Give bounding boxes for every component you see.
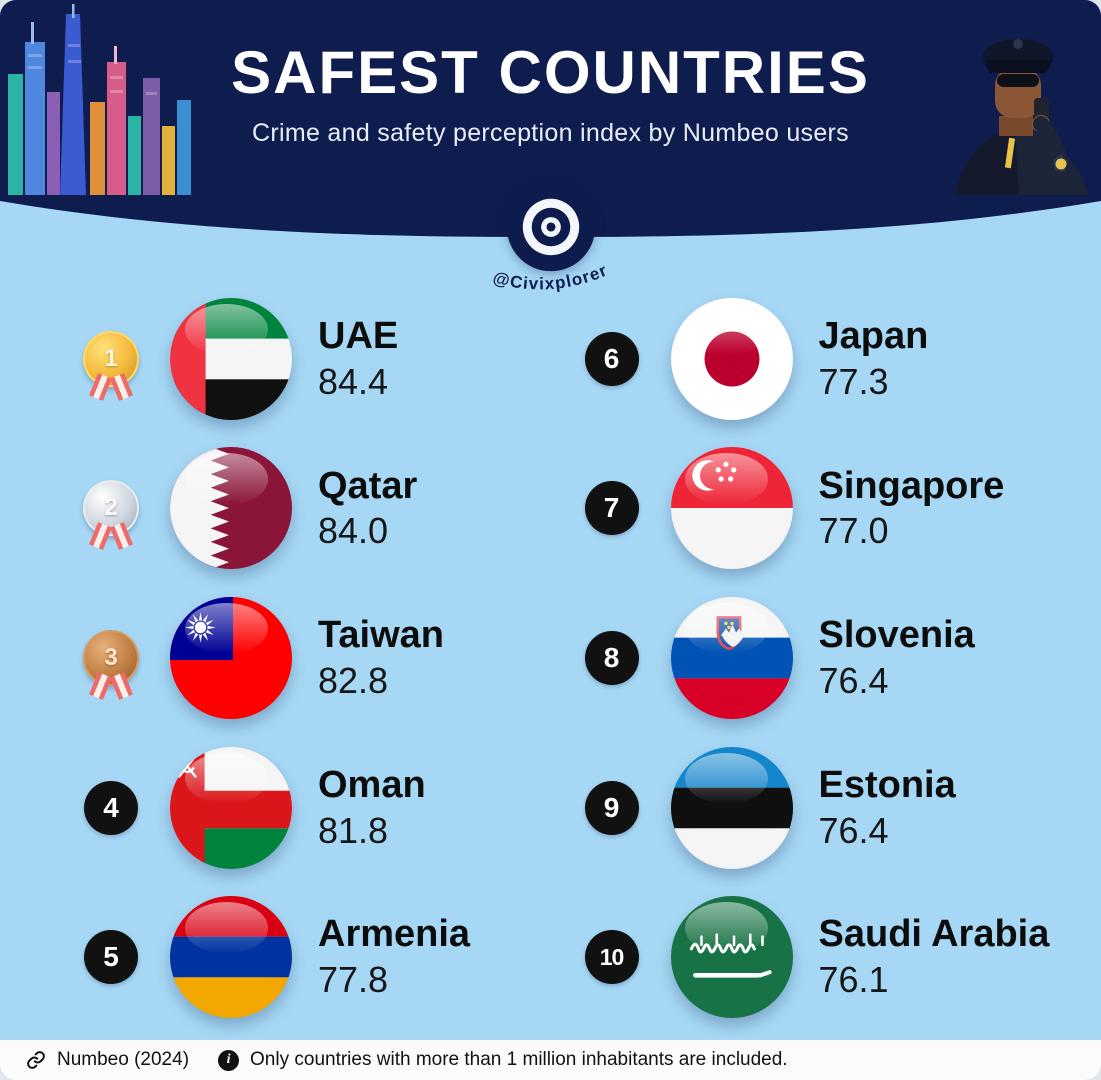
rank-badge-slot: 10 (579, 930, 645, 985)
rank-badge: 1 (83, 330, 139, 387)
header-curve (0, 195, 1101, 237)
country-name: Estonia (818, 763, 956, 806)
flag-singapore-icon (670, 447, 793, 570)
ranking-row: 9 Estonia 76.4 (579, 733, 1068, 883)
country-text: Armenia 77.8 (318, 913, 471, 1001)
country-score: 77.3 (818, 360, 889, 402)
country-name: Japan (818, 314, 929, 357)
country-text: Qatar 84.0 (318, 464, 418, 552)
rank-badge: 2 (83, 480, 139, 537)
country-score: 76.1 (818, 959, 889, 1001)
country-text: UAE 84.4 (318, 314, 399, 402)
ranking-row: 2 Qatar 84.0 (78, 434, 567, 584)
country-name: Qatar (318, 464, 418, 507)
ranking-row: 10 Saudi Arabia 76.1 (579, 882, 1068, 1032)
country-score: 82.8 (318, 660, 389, 702)
header: SAFEST COUNTRIES Crime and safety percep… (0, 0, 1101, 196)
flag-armenia-icon (170, 896, 292, 1019)
country-text: Japan 77.3 (818, 314, 929, 402)
country-score: 76.4 (818, 660, 889, 702)
source-label: Numbeo (2024) (57, 1049, 190, 1070)
country-name: Saudi Arabia (818, 913, 1050, 956)
rank-badge: 8 (584, 630, 639, 685)
city-skyline-image (4, 4, 239, 196)
ranking-row: 3 Taiwan 82.8 (78, 583, 567, 733)
country-score: 77.0 (818, 510, 889, 552)
country-text: Oman 81.8 (318, 763, 426, 851)
flag-slovenia-icon (670, 596, 793, 719)
link-icon (26, 1050, 46, 1070)
rank-badge-slot: 1 (78, 330, 144, 387)
page-title: SAFEST COUNTRIES (231, 39, 870, 106)
country-score: 81.8 (318, 809, 389, 851)
ranking-row: 4 Oman 81.8 (78, 733, 567, 883)
country-score: 76.4 (818, 809, 889, 851)
ranking-row: 5 Armenia 77.8 (78, 882, 567, 1032)
rank-badge-slot: 5 (78, 930, 144, 985)
footer: Numbeo (2024) Only countries with more t… (0, 1040, 1101, 1080)
country-name: Armenia (318, 913, 471, 956)
rank-badge: 6 (584, 331, 639, 386)
country-score: 77.8 (318, 959, 389, 1001)
ranking-row: 8 Slovenia 76.4 (579, 583, 1068, 733)
info-icon (218, 1049, 240, 1071)
country-score: 84.0 (318, 510, 389, 552)
rank-badge: 7 (584, 481, 639, 536)
flag-estonia-icon (670, 746, 793, 869)
country-name: Oman (318, 763, 426, 806)
rank-badge: 9 (584, 780, 639, 835)
rank-badge: 5 (84, 930, 138, 985)
footer-note: Only countries with more than 1 million … (250, 1049, 788, 1070)
rankings-grid: 1 UAE 84.4 2 Qatar 84.0 3 Taiwan 8 2 (78, 284, 1067, 1032)
country-text: Taiwan 82.8 (318, 614, 444, 702)
country-text: Saudi Arabia 76.1 (818, 913, 1050, 1001)
rank-badge-slot: 9 (579, 780, 645, 835)
rank-badge: 4 (84, 780, 138, 835)
rank-badge: 10 (584, 930, 639, 985)
country-name: UAE (318, 314, 399, 357)
flag-oman-icon (170, 746, 292, 869)
flag-saudi-arabia-icon (670, 896, 793, 1019)
ranking-row: 6 Japan 77.3 (579, 284, 1068, 434)
ranking-row: 1 UAE 84.4 (78, 284, 567, 434)
police-officer-image (937, 20, 1099, 196)
rank-badge-slot: 2 (78, 480, 144, 537)
ranking-row: 7 Singapore 77.0 (579, 434, 1068, 584)
country-score: 84.4 (318, 360, 389, 402)
country-name: Slovenia (818, 614, 975, 657)
rank-badge: 3 (83, 629, 139, 686)
country-name: Singapore (818, 464, 1005, 507)
rank-badge-slot: 7 (579, 481, 645, 536)
rank-badge-slot: 4 (78, 780, 144, 835)
country-text: Slovenia 76.4 (818, 614, 975, 702)
page-subtitle: Crime and safety perception index by Num… (252, 119, 849, 147)
flag-qatar-icon (170, 447, 292, 570)
country-name: Taiwan (318, 614, 444, 657)
rank-badge-slot: 8 (579, 630, 645, 685)
flag-taiwan-icon (170, 596, 292, 719)
country-text: Singapore 77.0 (818, 464, 1005, 552)
rank-badge-slot: 3 (78, 629, 144, 686)
flag-uae-icon (170, 297, 292, 420)
rank-badge-slot: 6 (579, 331, 645, 386)
country-text: Estonia 76.4 (818, 763, 956, 851)
flag-japan-icon (670, 297, 793, 420)
